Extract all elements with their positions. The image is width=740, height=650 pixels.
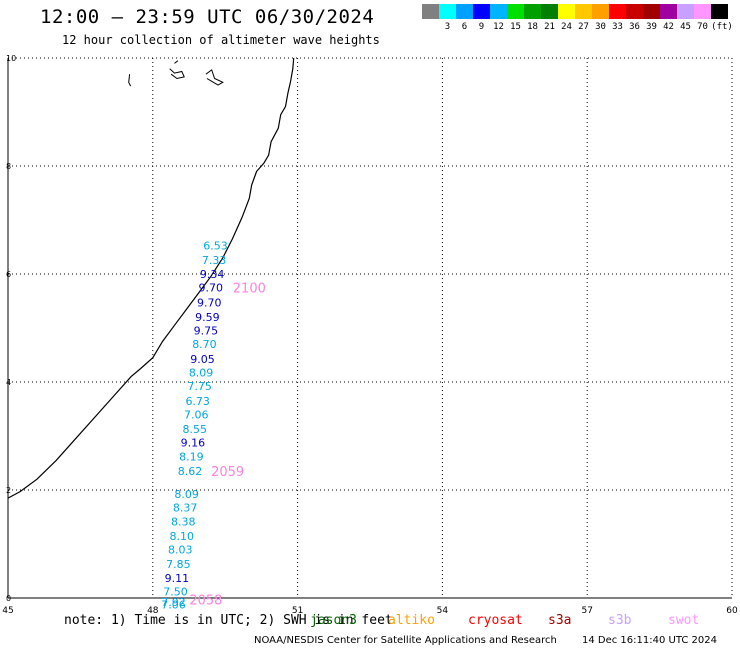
color-swatch [643,4,660,19]
wave-height-reading: 8.09 [189,366,214,379]
color-swatch [626,4,643,19]
color-swatch [694,4,711,19]
color-swatch [524,4,541,19]
color-legend-label: 3 [444,22,451,32]
color-swatch [592,4,609,19]
credit-text: NOAA/NESDIS Center for Satellite Applica… [254,635,557,646]
wave-height-reading: 7.06 [161,598,186,611]
color-swatch [439,4,456,19]
color-swatch [711,4,728,19]
color-legend-label: 15 [510,22,521,32]
color-legend-label: 39 [646,22,657,32]
color-swatch [609,4,626,19]
wave-height-reading: 9.70 [198,282,223,295]
island-outline [169,68,185,80]
satellite-label-cryosat: cryosat [468,613,523,628]
wave-height-reading: 8.19 [179,451,204,464]
color-legend-label: 45 [680,22,691,32]
x-tick-label: 48 [147,606,159,616]
coastline [7,57,295,499]
wave-height-reading: 6.53 [203,239,228,252]
island-outline [128,74,132,87]
satellite-label-jason3: jason3 [310,613,357,628]
y-tick-label: 4 [6,378,11,387]
wave-height-reading: 6.73 [185,395,210,408]
pass-time-label: 2058 [189,594,222,609]
color-swatch [660,4,677,19]
wave-height-reading: 8.55 [183,423,208,436]
color-legend-label: 18 [527,22,538,32]
x-tick-label: 60 [726,606,738,616]
y-tick-label: 10 [6,54,16,63]
wave-height-reading: 8.37 [173,501,198,514]
timestamp: 14 Dec 16:11:40 UTC 2024 [582,635,717,646]
satellite-label-s3a: s3a [548,613,572,628]
color-swatch [473,4,490,19]
color-legend-label: 24 [561,22,572,32]
wave-height-reading: 9.59 [195,311,220,324]
wave-height-reading: 9.05 [190,353,215,366]
y-tick-label: 0 [6,594,11,603]
wave-height-reading: 7.06 [184,408,209,421]
color-swatch [558,4,575,19]
wave-height-reading: 7.92 [161,596,186,609]
wave-height-reading: 8.03 [168,543,193,556]
color-legend-label: 70 [697,22,708,32]
pass-time-label: 2059 [211,465,244,480]
satellite-label-swot: swot [668,613,700,628]
color-legend-label: 36 [629,22,640,32]
color-swatch [422,4,439,19]
pass-time-label: 2100 [233,282,266,297]
color-legend-label: 42 [663,22,674,32]
island-outline [174,60,179,64]
x-tick-label: 51 [292,606,303,616]
color-swatch [541,4,558,19]
wave-height-reading: 9.70 [197,297,222,310]
color-legend-unit: (ft) [711,22,733,32]
wave-height-reading: 9.16 [181,436,206,449]
color-legend-label: 21 [544,22,555,32]
color-legend-label: 9 [478,22,485,32]
color-swatch [456,4,473,19]
satellite-label-s3b: s3b [608,613,632,628]
wave-height-reading: 9.11 [165,572,190,585]
y-tick-label: 2 [6,486,11,495]
x-tick-label: 54 [437,606,449,616]
wave-height-reading: 8.09 [174,488,199,501]
y-tick-label: 8 [6,162,11,171]
wave-height-reading: 8.38 [171,515,196,528]
page-subtitle: 12 hour collection of altimeter wave hei… [62,33,380,47]
y-tick-label: 6 [6,270,11,279]
island-outline [205,69,224,86]
color-legend-label: 30 [595,22,606,32]
page-title: 12:00 – 23:59 UTC 06/30/2024 [40,6,375,28]
wave-height-reading: 7.50 [163,586,188,599]
color-legend-label: 33 [612,22,623,32]
footer-note: note: 1) Time is in UTC; 2) SWH is in fe… [64,613,393,628]
color-swatch [677,4,694,19]
wave-height-reading: 8.10 [170,530,195,543]
wave-height-reading: 7.85 [166,558,191,571]
satellite-label-altiko: altiko [388,613,435,628]
color-legend-label: 27 [578,22,589,32]
color-swatch [507,4,524,19]
color-swatch [490,4,507,19]
x-tick-label: 57 [581,606,592,616]
color-swatch [575,4,592,19]
color-legend-label: 6 [461,22,468,32]
wave-height-reading: 9.75 [194,325,219,338]
wave-height-reading: 7.33 [202,254,227,267]
x-tick-label: 45 [2,606,13,616]
color-legend-label: 12 [493,22,504,32]
wave-height-reading: 9.34 [200,268,225,281]
wave-height-reading: 8.62 [178,465,203,478]
wave-height-reading: 7.75 [187,380,212,393]
wave-height-reading: 8.70 [192,338,217,351]
